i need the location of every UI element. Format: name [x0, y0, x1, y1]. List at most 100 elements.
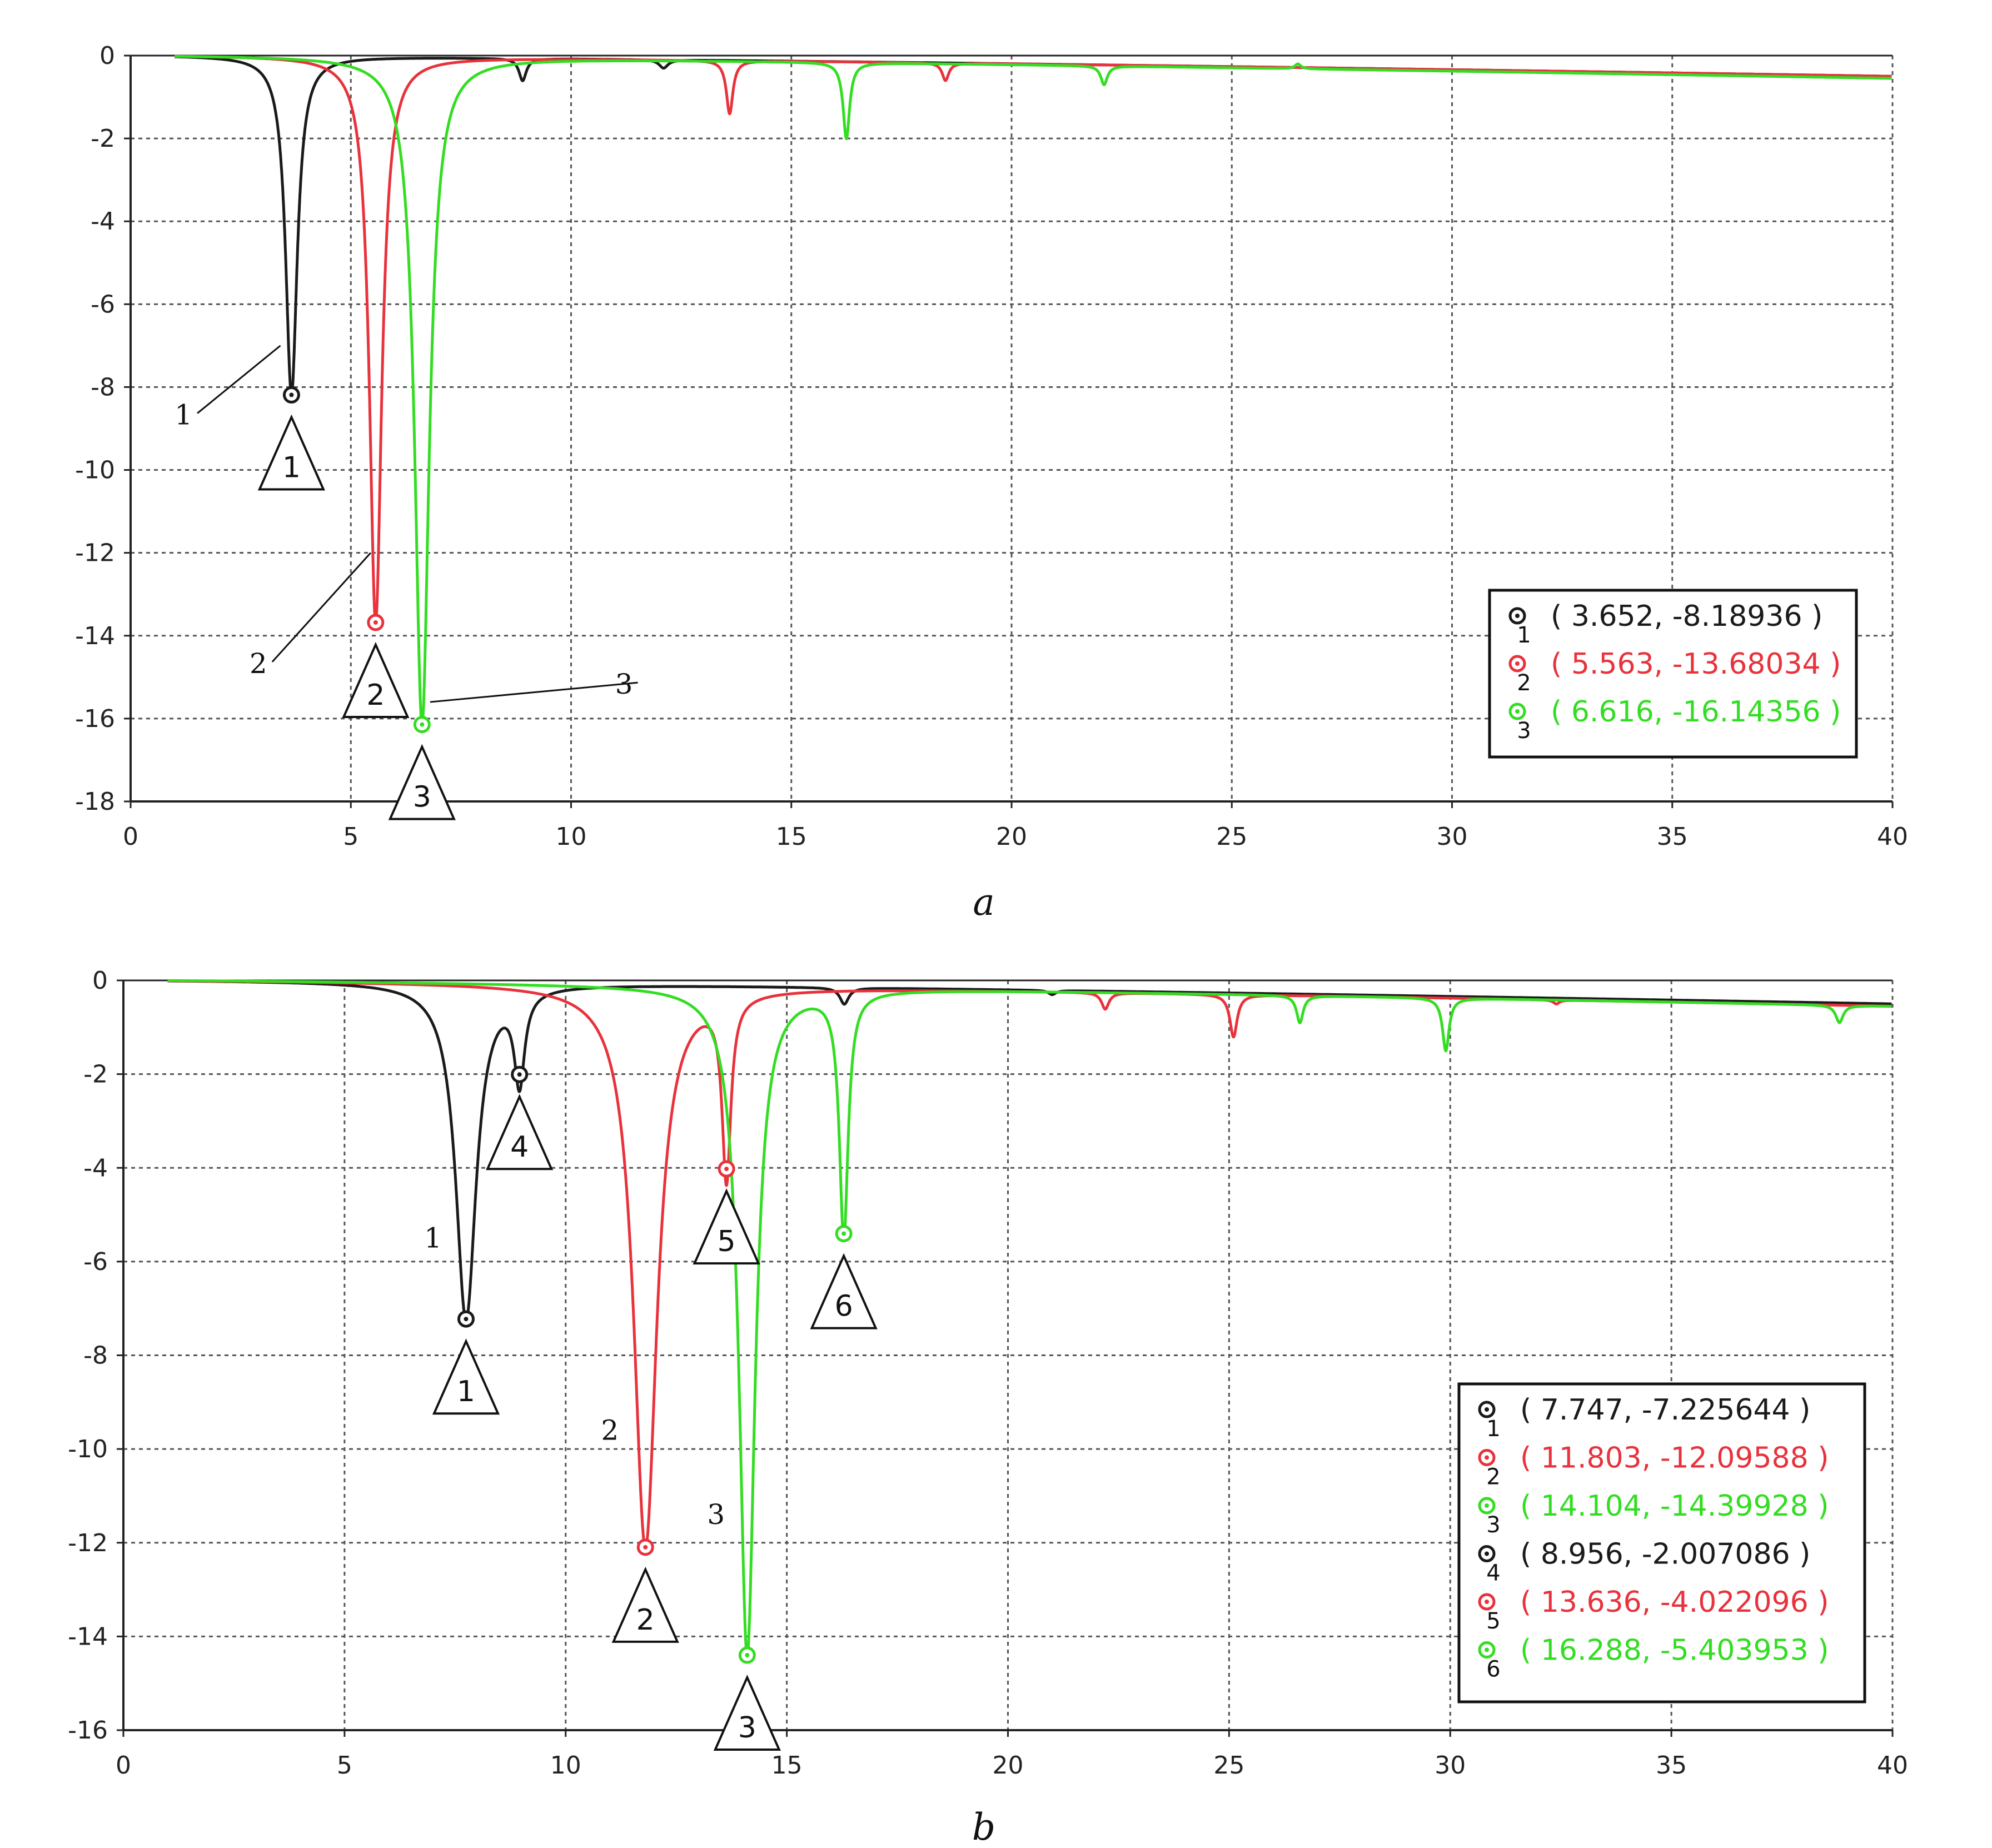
legend-entry: ( 8.956, -2.007086 ) — [1520, 1538, 1810, 1571]
y-tick-label: -12 — [68, 1529, 108, 1557]
marker-triangle — [388, 744, 456, 820]
legend-entry: ( 7.747, -7.225644 ) — [1520, 1393, 1810, 1427]
legend: 1 ( 7.747, -7.225644 ) 2 ( 11.803, -12.0958… — [1457, 1382, 1866, 1703]
legend-marker-dot — [1485, 1455, 1489, 1460]
series-line — [174, 55, 1893, 726]
marker-triangle — [713, 1675, 781, 1751]
legend-marker-dot — [1515, 614, 1520, 618]
legend-marker-dot — [1485, 1647, 1489, 1652]
marker-triangle — [432, 1338, 500, 1415]
x-tick-label: 30 — [1437, 823, 1468, 851]
y-tick-label: -4 — [91, 207, 115, 236]
chart-panel-b: 0 5 10 15 20 25 30 35 400-2-4-6-8-10-12-14-16123… — [68, 967, 1908, 1780]
legend-marker-dot — [1485, 1600, 1489, 1604]
marker-dot — [841, 1231, 846, 1236]
curve-callout-label: 3 — [615, 668, 633, 700]
y-tick-label: -8 — [83, 1342, 108, 1370]
marker-dot — [464, 1317, 469, 1322]
y-tick-label: -10 — [68, 1435, 108, 1463]
marker-dot — [420, 722, 425, 727]
legend-marker-id: 6 — [1486, 1657, 1500, 1682]
panel-label-a: a — [973, 881, 994, 924]
legend-marker-id: 1 — [1486, 1416, 1500, 1442]
series-line — [174, 54, 1893, 624]
marker-triangle-label: 1 — [457, 1375, 475, 1408]
y-tick-label: -18 — [75, 788, 115, 816]
panel-label-b: b — [972, 1806, 995, 1848]
x-tick-label: 20 — [996, 823, 1027, 851]
curve-callout-label: 1 — [424, 1222, 442, 1254]
marker-triangle — [611, 1566, 679, 1643]
x-tick-label: 40 — [1877, 1751, 1908, 1780]
curve-callout-label: 2 — [250, 647, 267, 680]
marker-triangle-label: 3 — [413, 781, 431, 814]
y-tick-label: -6 — [83, 1248, 108, 1276]
marker-dot — [373, 620, 378, 625]
series-line — [167, 979, 1893, 1657]
marker-triangle — [486, 1094, 554, 1170]
marker-triangle-label: 2 — [636, 1603, 655, 1637]
callout-leader — [197, 345, 281, 414]
marker-dot — [289, 392, 294, 397]
marker-dot — [517, 1072, 522, 1077]
legend-marker-id: 1 — [1517, 622, 1531, 648]
series — [174, 54, 1893, 726]
markers: 1 2 3 — [257, 386, 456, 820]
x-tick-label: 30 — [1435, 1751, 1466, 1780]
legend-marker-id: 3 — [1517, 718, 1531, 744]
legend-marker-dot — [1515, 661, 1520, 666]
chart-panel-a: 0 5 10 15 20 25 30 35 40 0 -2 -4 -6 -8 -10 -12 -14 -16 -18… — [75, 42, 1908, 851]
callout-leader — [271, 552, 372, 663]
marker-triangle-label: 3 — [738, 1711, 756, 1745]
marker-triangle — [257, 414, 325, 491]
x-tick-label: 35 — [1657, 823, 1688, 851]
x-tick-label: 25 — [1216, 823, 1247, 851]
legend-entry: ( 5.563, -13.68034 ) — [1551, 647, 1841, 681]
tick-labels: 0 5 10 15 20 25 30 35 400-2-4-6-8-10-12-14-16 — [68, 967, 1908, 1780]
y-tick-label: -14 — [75, 622, 115, 650]
legend-entry: ( 11.803, -12.09588 ) — [1520, 1442, 1829, 1475]
marker-dot — [745, 1653, 750, 1658]
y-tick-label: -6 — [91, 290, 115, 318]
legend-marker-id: 5 — [1486, 1608, 1500, 1634]
curve-callout-label: 3 — [707, 1498, 725, 1531]
y-tick-label: -16 — [75, 705, 115, 733]
y-tick-label: -14 — [68, 1622, 108, 1651]
legend: 1 ( 3.652, -8.18936 ) 2 ( 5.563, -13.68034 … — [1488, 589, 1858, 759]
marker-triangle-label: 6 — [835, 1290, 853, 1323]
marker-triangle — [693, 1188, 760, 1265]
x-tick-label: 10 — [556, 823, 587, 851]
x-tick-label: 0 — [123, 823, 138, 851]
markers: 1 2 3 4 5 6 — [432, 1065, 878, 1751]
legend-marker-id: 3 — [1486, 1512, 1500, 1538]
legend-box — [1488, 589, 1858, 759]
x-tick-label: 5 — [343, 823, 358, 851]
curve-callout-label: 2 — [601, 1414, 619, 1446]
marker-triangle — [810, 1253, 878, 1329]
y-tick-label: -4 — [83, 1154, 108, 1182]
y-tick-label: 0 — [99, 42, 115, 70]
marker-triangle-label: 2 — [366, 679, 385, 712]
legend-entry: ( 3.652, -8.18936 ) — [1551, 600, 1822, 633]
x-tick-label: 20 — [993, 1751, 1024, 1780]
y-tick-label: 0 — [92, 967, 108, 995]
y-tick-label: -8 — [91, 373, 115, 401]
legend-entry: ( 16.288, -5.403953 ) — [1520, 1634, 1829, 1667]
legend-marker-id: 2 — [1486, 1465, 1500, 1490]
marker-triangle-label: 5 — [718, 1225, 736, 1258]
curve-callouts: 1 2 3 — [424, 1222, 725, 1531]
marker-triangle-label: 1 — [282, 451, 301, 485]
y-tick-label: -12 — [75, 539, 115, 567]
legend-marker-dot — [1515, 709, 1520, 714]
legend-box — [1457, 1382, 1866, 1703]
legend-entry: ( 13.636, -4.022096 ) — [1520, 1586, 1829, 1619]
y-tick-label: -2 — [83, 1060, 108, 1089]
x-tick-label: 35 — [1656, 1751, 1687, 1780]
legend-marker-id: 4 — [1486, 1561, 1500, 1586]
x-tick-label: 0 — [116, 1751, 131, 1780]
marker-dot — [724, 1167, 729, 1172]
y-tick-label: -16 — [68, 1716, 108, 1745]
marker-triangle-label: 4 — [510, 1130, 529, 1164]
curve-callouts: 1 2 3 — [175, 345, 638, 703]
